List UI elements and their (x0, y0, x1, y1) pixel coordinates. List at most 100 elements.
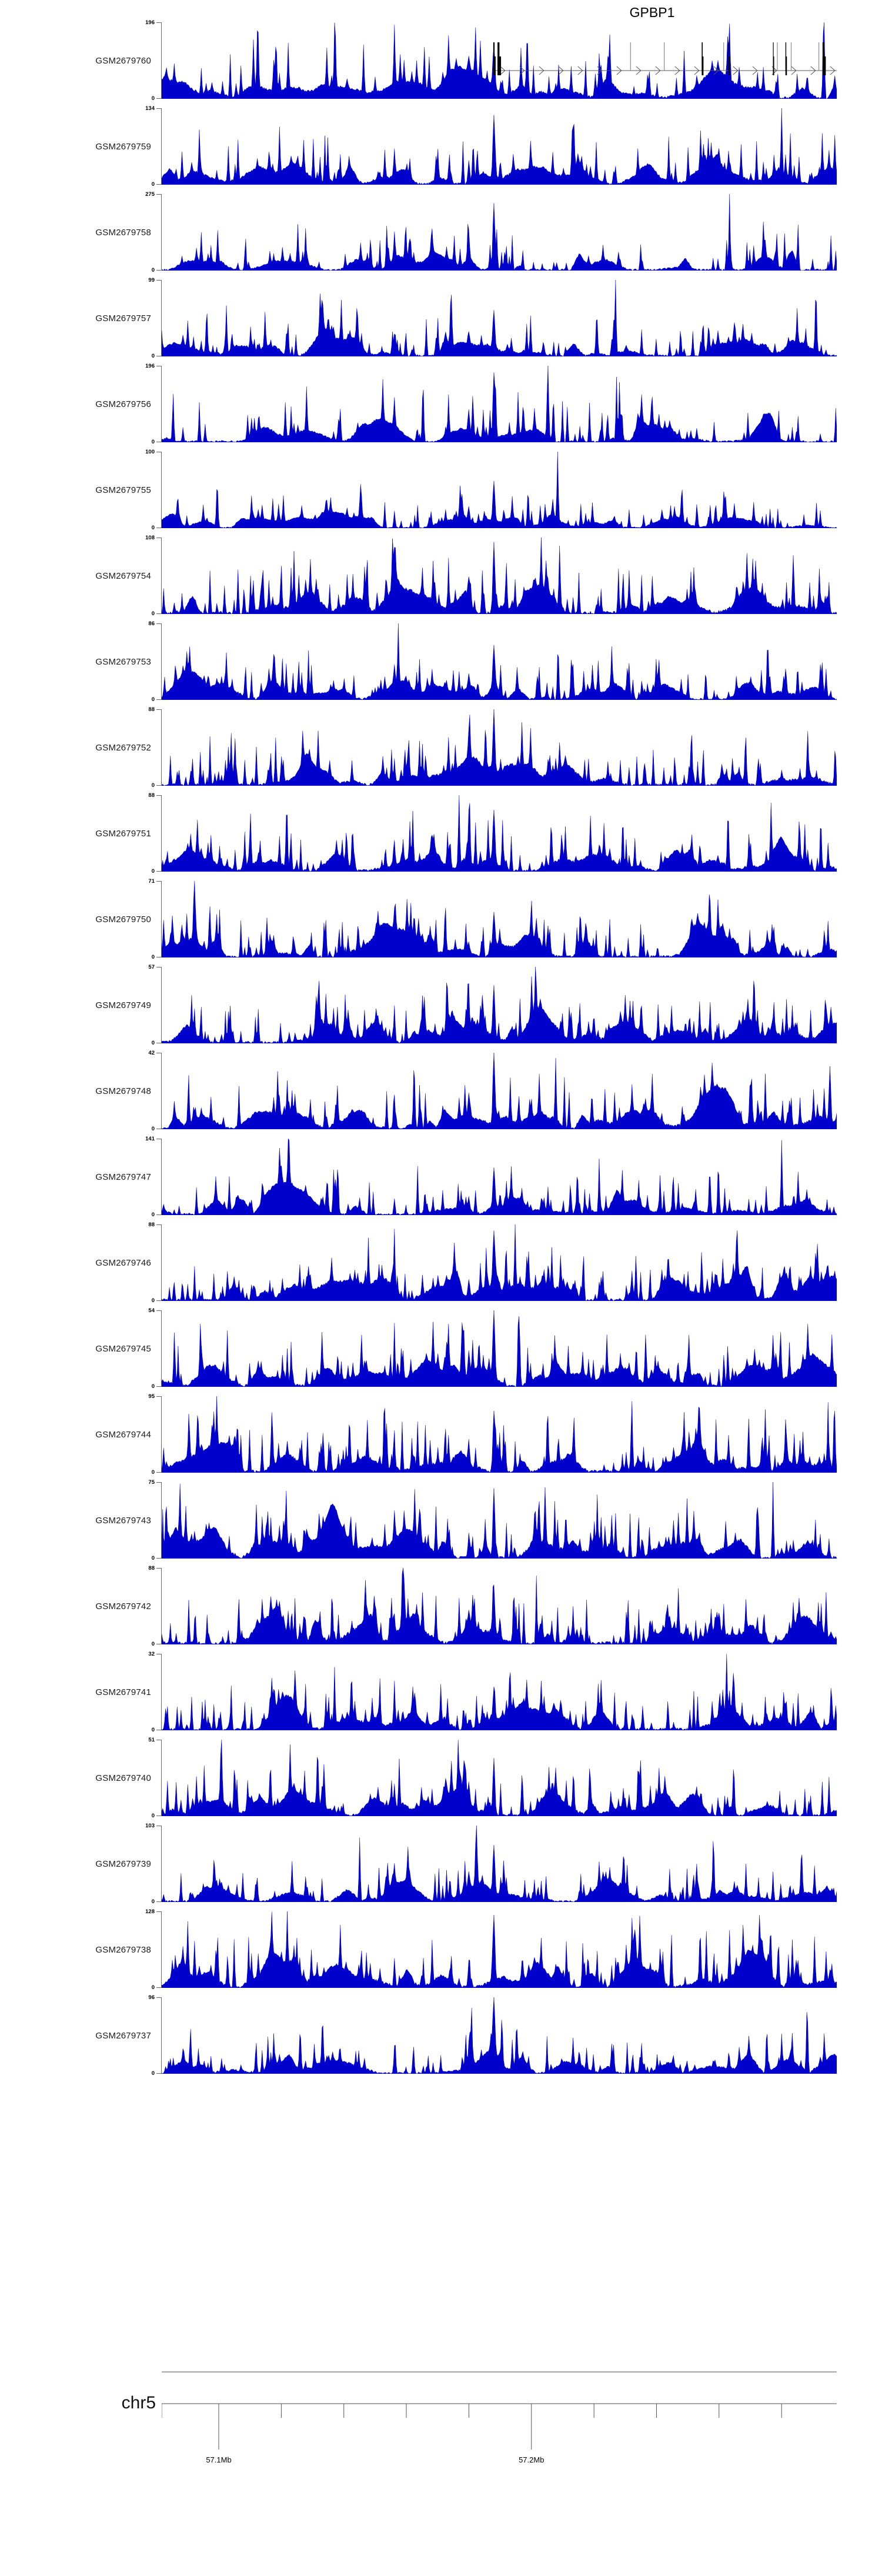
track-plot[interactable]: 51 0 (148, 1737, 837, 1818)
axis-tick-bottom (156, 98, 162, 99)
axis-tick-bottom (156, 1987, 162, 1988)
track-plot[interactable]: 196 0 (145, 363, 837, 445)
track-plot[interactable]: 88 0 (148, 1222, 837, 1303)
coverage-area (162, 709, 837, 786)
coverage-histogram (162, 280, 837, 356)
track-label-gsm2679756: GSM2679756 (95, 399, 151, 409)
axis-tick-bottom (156, 785, 162, 786)
coverage-histogram (162, 22, 837, 99)
strand-arrow (713, 66, 719, 75)
track-label-gsm2679744: GSM2679744 (95, 1429, 151, 1440)
coverage-area (162, 967, 837, 1043)
ruler-tick-label: 57.2Mb (519, 2455, 544, 2464)
track-plot[interactable]: 57 0 (148, 965, 837, 1046)
coverage-histogram (162, 108, 837, 185)
axis-tick-top (156, 1911, 162, 1912)
axis-tick-top (156, 1482, 162, 1483)
strand-arrow (519, 66, 525, 75)
track-y-axis: 32 0 (148, 1651, 162, 1733)
coverage-area (162, 1053, 837, 1129)
signal-track: GSM2679757 99 0 (0, 275, 882, 361)
axis-tick-top (156, 881, 162, 882)
track-label-gsm2679759: GSM2679759 (95, 141, 151, 152)
ruler-svg[interactable]: 57.1Mb 57.2Mb (162, 2344, 837, 2479)
signal-track: GSM2679746 88 0 (0, 1220, 882, 1306)
signal-track: GSM2679756 196 0 (0, 361, 882, 447)
track-plot[interactable]: 128 0 (145, 1909, 837, 1990)
track-plot[interactable]: 95 0 (148, 1394, 837, 1475)
gene-name-label: GPBP1 (629, 5, 675, 20)
strand-arrow (539, 66, 544, 75)
track-plot[interactable]: 88 0 (148, 707, 837, 788)
coverage-area (162, 881, 837, 957)
track-plot[interactable]: 134 0 (145, 106, 837, 187)
track-plot[interactable]: 42 0 (148, 1050, 837, 1132)
track-label-gsm2679750: GSM2679750 (95, 914, 151, 925)
coverage-area (162, 1568, 837, 1644)
track-label-gsm2679739: GSM2679739 (95, 1858, 151, 1869)
axis-tick-top (156, 1568, 162, 1569)
coverage-area (162, 1482, 837, 1559)
coverage-area (162, 194, 837, 271)
axis-tick-top (156, 795, 162, 796)
exon-block (785, 56, 787, 75)
coverage-area (162, 1310, 837, 1387)
track-plot[interactable]: 54 0 (148, 1308, 837, 1389)
track-label-gsm2679745: GSM2679745 (95, 1343, 151, 1354)
signal-track: GSM2679755 100 0 (0, 447, 882, 533)
track-plot[interactable]: 103 0 (145, 1823, 837, 1904)
coverage-area (162, 1654, 837, 1730)
track-y-axis: 141 0 (145, 1136, 162, 1217)
coverage-histogram (162, 967, 837, 1043)
coverage-histogram (162, 1568, 837, 1644)
track-label-gsm2679741: GSM2679741 (95, 1687, 151, 1697)
track-y-axis: 275 0 (145, 192, 162, 273)
track-y-axis: 108 0 (145, 535, 162, 616)
track-label-gsm2679738: GSM2679738 (95, 1944, 151, 1955)
track-plot[interactable]: 88 0 (148, 1566, 837, 1647)
strand-arrow (616, 66, 622, 75)
strand-arrow (577, 66, 583, 75)
signal-track: GSM2679743 75 0 (0, 1477, 882, 1563)
signal-track: GSM2679738 128 0 (0, 1907, 882, 1993)
coverage-area (162, 22, 837, 99)
track-plot[interactable]: 99 0 (148, 278, 837, 359)
track-plot[interactable]: 86 0 (148, 621, 837, 702)
signal-track: GSM2679742 88 0 (0, 1563, 882, 1649)
track-plot[interactable]: 275 0 (145, 192, 837, 273)
axis-tick-top (156, 194, 162, 195)
track-label-gsm2679742: GSM2679742 (95, 1601, 151, 1611)
track-y-axis: 196 0 (145, 363, 162, 445)
signal-track: GSM2679751 88 0 (0, 790, 882, 876)
signal-track: GSM2679749 57 0 (0, 962, 882, 1048)
chromosome-label: chr5 (121, 2393, 156, 2413)
track-plot[interactable]: 108 0 (145, 535, 837, 616)
axis-tick-top (156, 1997, 162, 1998)
coverage-histogram (162, 1654, 837, 1730)
axis-tick-bottom (156, 1472, 162, 1473)
track-plot[interactable]: 32 0 (148, 1651, 837, 1733)
axis-tick-bottom (156, 613, 162, 614)
gene-model-svg[interactable] (162, 28, 837, 80)
track-label-gsm2679753: GSM2679753 (95, 656, 151, 667)
exon-riser (630, 42, 631, 71)
track-plot[interactable]: 88 0 (148, 793, 837, 874)
coverage-histogram (162, 366, 837, 442)
track-plot[interactable]: 75 0 (148, 1480, 837, 1561)
track-label-gsm2679748: GSM2679748 (95, 1086, 151, 1096)
coverage-area (162, 538, 837, 614)
track-y-axis: 42 0 (148, 1050, 162, 1132)
coverage-histogram (162, 1310, 837, 1387)
track-plot[interactable]: 71 0 (148, 879, 837, 960)
track-label-gsm2679752: GSM2679752 (95, 742, 151, 753)
strand-arrow (597, 66, 603, 75)
track-plot[interactable]: 96 0 (148, 1995, 837, 2076)
track-plot[interactable]: 141 0 (145, 1136, 837, 1217)
signal-track: GSM2679748 42 0 (0, 1048, 882, 1134)
chromosome-ruler-panel: chr5 57.1Mb 57.2Mb (0, 2344, 882, 2576)
axis-tick-top (156, 280, 162, 281)
track-plot[interactable]: 100 0 (145, 449, 837, 530)
coverage-histogram (162, 1997, 837, 2074)
axis-tick-top (156, 623, 162, 624)
